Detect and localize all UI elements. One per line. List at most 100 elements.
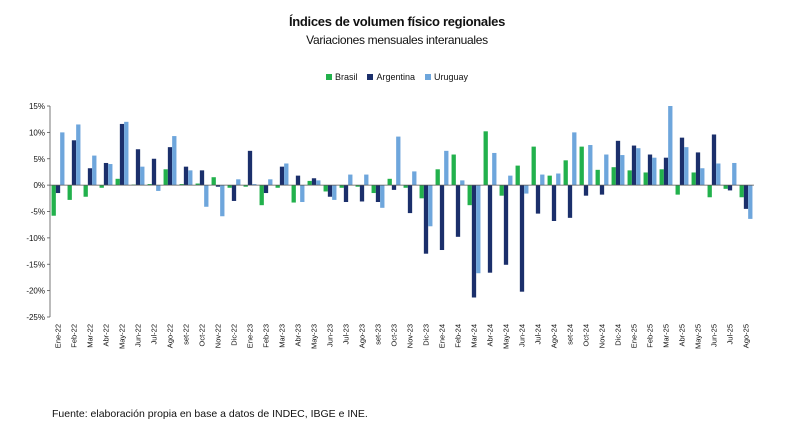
x-tick-label: Ago-23 [358, 324, 367, 348]
bar-brasil [499, 185, 504, 196]
x-tick-label: Nov-24 [598, 324, 607, 348]
bar-uruguay [700, 168, 705, 186]
bar-argentina [407, 185, 413, 214]
bar-brasil [163, 169, 168, 186]
x-tick-label: Mar-23 [278, 324, 287, 348]
bar-argentina [263, 185, 269, 194]
bar-argentina [279, 166, 285, 186]
x-tick-label: Abr-25 [678, 324, 687, 347]
legend-swatch-argentina [367, 74, 374, 80]
bar-uruguay [108, 164, 113, 186]
x-tick-label: Nov-22 [214, 324, 223, 348]
bar-argentina [151, 158, 157, 186]
legend-item-argentina: Argentina [367, 72, 415, 82]
bar-argentina [71, 140, 77, 186]
bar-brasil [387, 178, 392, 186]
legend-label-uruguay: Uruguay [434, 72, 469, 82]
bar-brasil [339, 185, 344, 188]
bar-brasil [147, 184, 152, 186]
bar-argentina [391, 185, 397, 190]
bar-brasil [435, 169, 440, 186]
bar-brasil [291, 185, 296, 203]
x-tick-label: May-22 [118, 324, 127, 349]
bar-uruguay [716, 163, 721, 186]
bar-brasil [227, 185, 232, 188]
bar-uruguay [156, 185, 161, 191]
bar-argentina [199, 170, 205, 186]
bar-argentina [295, 175, 301, 186]
bar-argentina [503, 185, 509, 265]
bar-brasil [547, 175, 552, 186]
x-tick-label: Abr-22 [102, 324, 111, 347]
x-tick-label: Ene-24 [438, 324, 447, 348]
x-tick-label: Jun-22 [134, 324, 143, 347]
x-tick-label: Oct-22 [198, 324, 207, 347]
x-tick-label: Dic-22 [230, 324, 239, 346]
bar-brasil [371, 185, 376, 194]
bar-brasil [451, 154, 456, 186]
x-tick-label: Ago-24 [550, 324, 559, 348]
bar-argentina [647, 154, 653, 186]
bar-argentina [375, 185, 381, 203]
bar-argentina [231, 185, 237, 201]
bar-brasil [307, 180, 312, 186]
bar-uruguay [220, 185, 225, 217]
chart-legend: Brasil Argentina Uruguay [0, 72, 794, 82]
x-tick-label: set-23 [374, 324, 383, 345]
bar-uruguay [668, 106, 673, 186]
bar-brasil [531, 146, 536, 186]
x-tick-label: Mar-25 [662, 324, 671, 348]
bar-argentina [519, 185, 525, 292]
bar-argentina [439, 185, 445, 251]
legend-item-brasil: Brasil [325, 72, 358, 82]
bar-argentina [311, 178, 317, 186]
bar-argentina [55, 185, 61, 194]
bar-uruguay [524, 185, 529, 194]
bar-argentina [487, 185, 493, 273]
bar-argentina [135, 149, 141, 186]
bar-brasil [83, 185, 88, 197]
bar-uruguay [268, 179, 273, 186]
bar-argentina [119, 123, 125, 186]
bar-brasil [467, 185, 472, 206]
x-tick-label: Jun-24 [518, 324, 527, 347]
bar-uruguay [620, 155, 625, 186]
bar-argentina [455, 185, 461, 237]
y-tick-label: -10% [26, 234, 45, 243]
bar-uruguay [652, 157, 657, 186]
x-tick-label: Jul-23 [342, 324, 351, 344]
y-tick-label: -15% [26, 260, 45, 269]
bar-argentina [663, 157, 669, 186]
bar-uruguay [300, 185, 305, 203]
bar-uruguay [316, 180, 321, 186]
bar-brasil [579, 146, 584, 186]
x-tick-label: Nov-23 [406, 324, 415, 348]
bar-brasil [403, 185, 408, 188]
bar-uruguay [204, 185, 209, 207]
y-tick-label: 15% [29, 102, 45, 111]
bar-uruguay [412, 171, 417, 186]
bar-uruguay [428, 185, 433, 227]
x-tick-label: Abr-23 [294, 324, 303, 347]
source-note: Fuente: elaboración propia en base a dat… [52, 408, 368, 420]
bar-uruguay [444, 150, 449, 186]
x-tick-label: May-24 [502, 324, 511, 349]
x-tick-label: Ene-22 [54, 324, 63, 348]
legend-label-argentina: Argentina [376, 72, 415, 82]
bar-uruguay [588, 145, 593, 186]
bar-argentina [327, 185, 333, 197]
bar-argentina [183, 166, 189, 186]
x-tick-label: Jun-23 [326, 324, 335, 347]
bar-uruguay [748, 185, 753, 219]
bar-argentina [583, 185, 589, 196]
legend-label-brasil: Brasil [334, 72, 358, 82]
bar-argentina [679, 137, 685, 186]
y-tick-label: -25% [26, 313, 45, 322]
bar-argentina [551, 185, 557, 221]
bar-argentina [535, 185, 541, 214]
bar-argentina [167, 147, 173, 186]
bar-brasil [211, 177, 216, 186]
bar-brasil [243, 185, 248, 187]
legend-swatch-brasil [325, 74, 332, 80]
